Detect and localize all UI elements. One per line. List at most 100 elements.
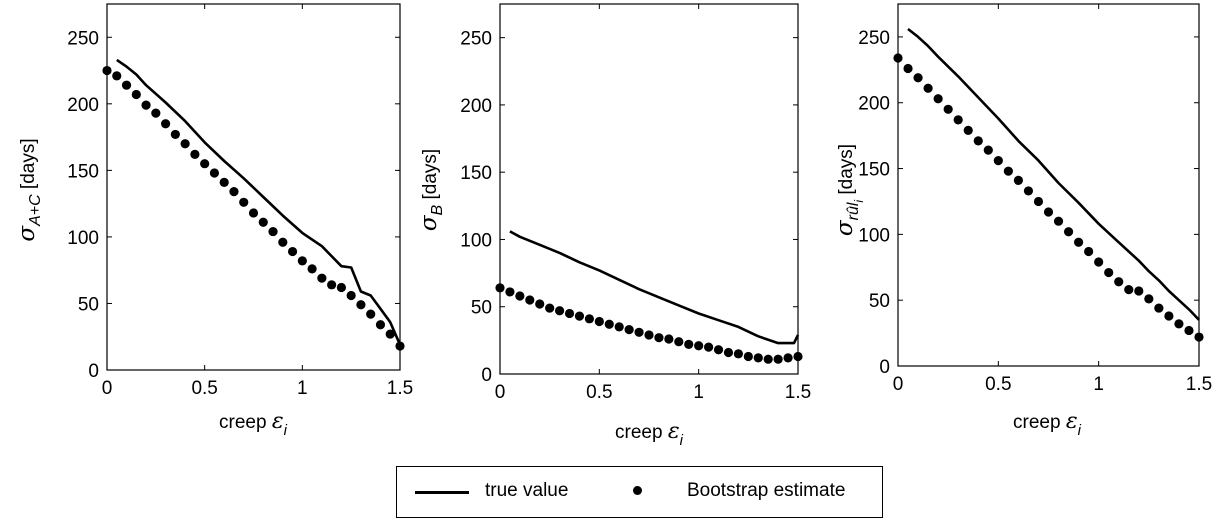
bootstrap-point xyxy=(1134,286,1144,296)
bootstrap-point xyxy=(1013,175,1024,185)
bootstrap-point xyxy=(1184,325,1194,336)
y-axis-label: σrûli [days] xyxy=(832,144,866,236)
x-tick-label: 0.5 xyxy=(985,374,1011,395)
bootstrap-point xyxy=(793,351,803,362)
bootstrap-point xyxy=(773,354,783,364)
bootstrap-point xyxy=(121,80,132,90)
x-tick-label: 0 xyxy=(495,382,506,403)
bootstrap-point xyxy=(1114,277,1124,287)
x-tick-label: 1 xyxy=(1093,374,1104,395)
y-tick-label: 150 xyxy=(460,163,492,184)
y-tick-label: 250 xyxy=(858,28,890,49)
bootstrap-point xyxy=(903,63,913,74)
x-tick-label: 1.5 xyxy=(1186,374,1212,395)
y-tick-label: 50 xyxy=(869,291,890,312)
bootstrap-point xyxy=(385,329,395,339)
y-tick-label: 0 xyxy=(879,357,890,378)
bootstrap-point xyxy=(248,208,259,218)
bootstrap-point xyxy=(102,65,112,76)
bootstrap-point xyxy=(753,353,763,363)
bootstrap-point xyxy=(200,159,210,169)
bootstrap-point xyxy=(1194,332,1204,342)
y-tick-label: 100 xyxy=(460,230,492,251)
bootstrap-point xyxy=(1144,294,1154,304)
bootstrap-point xyxy=(684,339,694,349)
series-line-true-value xyxy=(116,58,402,346)
chart-panel-b: 0 0.5 1 1.5 0 50 100 150 200 250 creep εi σB [days] xyxy=(416,3,811,449)
x-axis-label: creep εi xyxy=(1013,409,1082,439)
bootstrap-point xyxy=(366,309,376,319)
legend: true value Bootstrap estimate xyxy=(396,466,883,518)
bootstrap-point xyxy=(180,139,190,149)
bootstrap-point xyxy=(654,333,664,343)
x-tick-label: 1.5 xyxy=(785,382,811,403)
bootstrap-point xyxy=(515,291,525,301)
y-tick-label: 150 xyxy=(67,161,99,182)
y-tick-label: 150 xyxy=(858,160,890,181)
legend-dot-swatch xyxy=(633,486,642,495)
bootstrap-point xyxy=(505,287,515,297)
bootstrap-point xyxy=(336,282,346,293)
legend-label-true-value: true value xyxy=(485,480,569,501)
bootstrap-point xyxy=(564,308,575,319)
bootstrap-point xyxy=(1063,227,1074,237)
y-axis-label: σB [days] xyxy=(416,149,446,231)
bootstrap-point xyxy=(278,237,288,247)
bootstrap-point xyxy=(1124,285,1134,295)
bootstrap-point xyxy=(327,280,337,290)
chart-panel-a: 0 0.5 1 1.5 0 50 100 150 200 250 creep εi σA+C [day… xyxy=(14,3,413,439)
x-axis-label: creep εi xyxy=(219,409,288,439)
bootstrap-point xyxy=(963,125,973,135)
bootstrap-point xyxy=(346,290,356,301)
bootstrap-point xyxy=(943,104,953,114)
x-tick-label: 0.5 xyxy=(586,382,612,403)
bootstrap-point xyxy=(190,149,200,159)
bootstrap-point xyxy=(131,89,141,100)
y-tick-label: 100 xyxy=(67,228,99,249)
bootstrap-point xyxy=(763,354,773,364)
y-tick-label: 200 xyxy=(67,95,99,116)
bootstrap-point xyxy=(993,156,1003,166)
bootstrap-point xyxy=(733,349,744,359)
bootstrap-point xyxy=(141,100,151,110)
bootstrap-point xyxy=(624,325,634,335)
y-tick-label: 250 xyxy=(67,28,99,49)
bootstrap-point xyxy=(1033,196,1044,207)
bootstrap-point xyxy=(219,177,229,187)
y-axis-label: σA+C [days] xyxy=(14,138,44,241)
bootstrap-point xyxy=(723,347,734,358)
bootstrap-point xyxy=(161,119,171,129)
bootstrap-point xyxy=(893,53,903,63)
x-axis-label: creep εi xyxy=(615,419,684,449)
bootstrap-point xyxy=(375,320,386,330)
bootstrap-point xyxy=(594,316,604,327)
bootstrap-point xyxy=(1174,319,1184,329)
bootstrap-point xyxy=(1003,166,1013,176)
bootstrap-point xyxy=(664,334,674,344)
bootstrap-point xyxy=(297,256,307,266)
bootstrap-point xyxy=(704,342,714,352)
bootstrap-point xyxy=(1154,303,1164,313)
bootstrap-point xyxy=(229,187,239,197)
bootstrap-point xyxy=(694,341,704,351)
bootstrap-point xyxy=(783,353,793,363)
y-tick-label: 0 xyxy=(481,365,492,386)
y-tick-label: 250 xyxy=(460,29,492,50)
y-tick-label: 50 xyxy=(78,294,99,315)
axes-box xyxy=(897,3,1200,367)
legend-line-swatch xyxy=(415,491,469,494)
bootstrap-point xyxy=(953,115,963,125)
bootstrap-point xyxy=(239,197,249,207)
x-tick-label: 0 xyxy=(893,374,904,395)
bootstrap-point xyxy=(584,314,595,324)
y-tick-label: 200 xyxy=(460,96,492,117)
bootstrap-point xyxy=(258,217,268,227)
bootstrap-point xyxy=(913,73,923,83)
bootstrap-point xyxy=(674,337,684,347)
bootstrap-point xyxy=(151,108,161,118)
bootstrap-point xyxy=(574,311,585,321)
bootstrap-point xyxy=(1094,257,1104,267)
bootstrap-point xyxy=(112,71,122,81)
bootstrap-point xyxy=(1074,237,1084,247)
bootstrap-point xyxy=(209,168,220,178)
